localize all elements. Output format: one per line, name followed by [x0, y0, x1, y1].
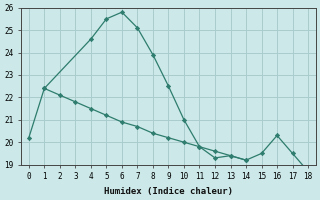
X-axis label: Humidex (Indice chaleur): Humidex (Indice chaleur) [104, 187, 233, 196]
